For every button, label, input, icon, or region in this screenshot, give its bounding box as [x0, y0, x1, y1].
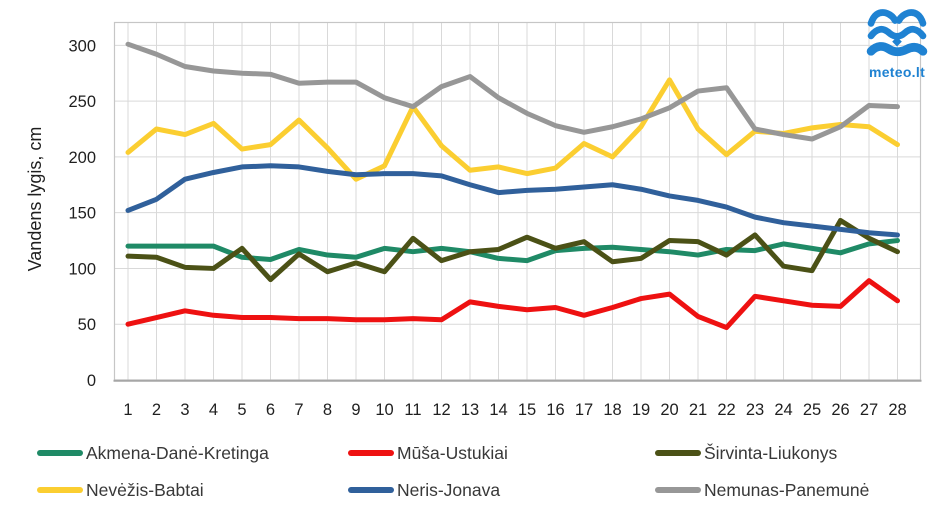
x-tick-label: 12 [432, 401, 450, 419]
legend-label: Nemunas-Panemunė [704, 479, 870, 500]
legend-label: Nevėžis-Babtai [86, 479, 204, 500]
x-tick-label: 18 [603, 401, 621, 419]
y-tick-label: 300 [68, 37, 96, 55]
x-tick-label: 28 [888, 401, 906, 419]
legend-item-5: Nemunas-Panemunė [655, 478, 917, 502]
y-tick-label: 150 [68, 205, 96, 223]
x-tick-label: 13 [461, 401, 479, 419]
y-tick-label: 250 [68, 93, 96, 111]
legend-label: Mūša-Ustukiai [397, 442, 508, 463]
x-tick-label: 4 [209, 401, 218, 419]
x-tick-label: 10 [375, 401, 393, 419]
legend-marker [348, 486, 394, 494]
x-tick-label: 15 [518, 401, 536, 419]
y-tick-label: 0 [87, 372, 96, 390]
x-tick-label: 8 [323, 401, 332, 419]
legend-label: Širvinta-Liukonys [704, 442, 838, 463]
x-tick-label: 17 [575, 401, 593, 419]
x-tick-label: 9 [351, 401, 360, 419]
x-tick-label: 3 [180, 401, 189, 419]
series-line-2 [125, 217, 900, 283]
x-tick-label: 27 [860, 401, 878, 419]
y-tick-label: 100 [68, 260, 96, 278]
y-tick-label: 50 [78, 316, 96, 334]
y-tick-label: 200 [68, 149, 96, 167]
x-tick-label: 11 [404, 401, 421, 419]
legend-item-2: Širvinta-Liukonys [655, 441, 917, 465]
series-line-4 [125, 163, 900, 238]
meteo-logo-text: meteo.lt [868, 64, 926, 80]
x-tick-label: 20 [660, 401, 678, 419]
legend-marker [37, 449, 83, 457]
x-tick-label: 19 [632, 401, 650, 419]
legend-item-0: Akmena-Danė-Kretinga [37, 441, 348, 465]
x-tick-label: 6 [266, 401, 275, 419]
x-tick-label: 25 [803, 401, 821, 419]
legend-marker [655, 486, 701, 494]
x-tick-label: 16 [546, 401, 564, 419]
series-line-1 [125, 278, 900, 331]
legend-item-1: Mūša-Ustukiai [348, 441, 655, 465]
legend: Akmena-Danė-Kretinga Mūša-Ustukiai Širvint… [37, 441, 917, 502]
x-tick-label: 5 [237, 401, 246, 419]
legend-item-4: Neris-Jonava [348, 478, 655, 502]
plot-border [113, 21, 922, 381]
legend-label: Neris-Jonava [397, 479, 501, 500]
x-tick-label: 26 [831, 401, 849, 419]
x-tick-label: 1 [123, 401, 132, 419]
legend-marker [655, 449, 701, 457]
x-tick-label: 23 [746, 401, 764, 419]
legend-marker [348, 449, 394, 457]
series-line-3 [125, 77, 900, 182]
x-tick-label: 2 [152, 401, 161, 419]
legend-item-3: Nevėžis-Babtai [37, 478, 348, 502]
series-line-5 [125, 41, 900, 142]
x-tick-label: 7 [294, 401, 303, 419]
x-tick-label: 14 [489, 401, 507, 419]
x-tick-label: 22 [717, 401, 735, 419]
x-tick-label: 21 [689, 401, 707, 419]
meteo-waves-icon [866, 9, 928, 57]
meteo-logo[interactable]: meteo.lt [861, 8, 933, 80]
legend-label: Akmena-Danė-Kretinga [86, 442, 269, 463]
legend-marker [37, 486, 83, 494]
x-tick-label: 24 [774, 401, 792, 419]
